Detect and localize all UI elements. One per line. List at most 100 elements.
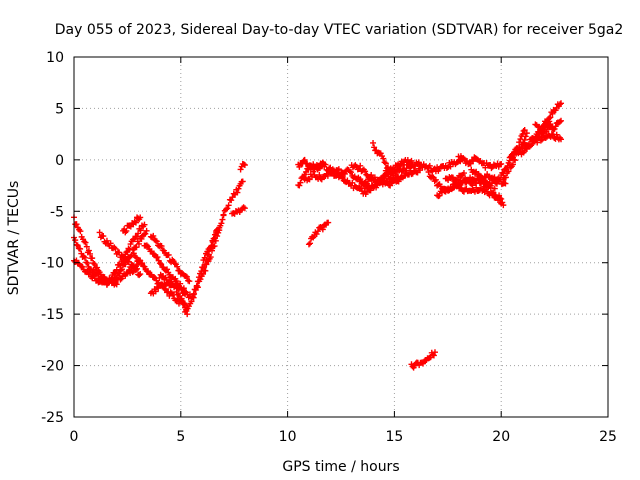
data-point — [143, 242, 150, 249]
data-point — [509, 161, 516, 168]
data-point — [297, 179, 304, 186]
gridlines — [74, 57, 608, 417]
data-point — [86, 269, 93, 276]
data-point — [81, 254, 88, 261]
data-point — [304, 160, 311, 167]
data-point — [230, 190, 237, 197]
data-point — [558, 136, 565, 143]
data-point — [512, 157, 519, 164]
data-point — [316, 171, 323, 178]
data-point — [458, 185, 465, 192]
data-point — [130, 250, 137, 257]
y-tick-label: -20 — [41, 359, 64, 375]
data-point — [96, 229, 103, 236]
data-point — [193, 282, 200, 289]
data-point — [107, 277, 114, 284]
data-point — [310, 168, 317, 175]
data-point — [138, 235, 145, 242]
data-point — [188, 298, 195, 305]
data-point — [85, 247, 92, 254]
data-point — [491, 185, 498, 192]
data-point — [543, 121, 550, 128]
data-point — [357, 176, 364, 183]
data-point — [123, 249, 130, 256]
data-point — [205, 251, 212, 258]
data-point — [491, 174, 498, 181]
data-point — [150, 274, 157, 281]
data-point — [172, 283, 179, 290]
data-point — [237, 166, 244, 173]
data-point — [519, 131, 526, 138]
data-point — [546, 115, 553, 122]
data-point — [432, 176, 439, 183]
data-point — [348, 169, 355, 176]
data-point — [83, 259, 90, 266]
data-point — [84, 260, 91, 267]
data-point — [137, 271, 144, 278]
data-point — [521, 127, 528, 134]
data-point — [139, 260, 146, 267]
data-point — [103, 237, 110, 244]
data-point — [547, 114, 554, 121]
data-point — [216, 224, 223, 231]
data-point — [134, 265, 141, 272]
axis-ticks — [73, 56, 609, 418]
data-point — [155, 285, 162, 292]
data-point — [77, 228, 84, 235]
data-point — [234, 189, 241, 196]
data-point — [82, 239, 89, 246]
data-point — [240, 204, 247, 211]
data-point — [362, 168, 369, 175]
y-axis-tick-labels: -25 -20 -15 -10 -5 0 5 10 — [41, 50, 64, 426]
x-axis-tick-labels: 0 5 10 15 20 25 — [70, 429, 617, 445]
data-point — [382, 160, 389, 167]
data-point — [166, 277, 173, 284]
data-point — [228, 197, 235, 204]
data-point — [198, 268, 205, 275]
data-point — [177, 296, 184, 303]
data-point — [150, 232, 157, 239]
data-point — [219, 216, 226, 223]
data-point — [296, 182, 303, 189]
data-point — [313, 231, 320, 238]
data-point — [91, 261, 98, 268]
data-point — [89, 255, 96, 262]
data-point — [523, 130, 530, 137]
data-point — [429, 173, 436, 180]
data-point — [558, 117, 565, 124]
data-point — [81, 238, 88, 245]
data-point — [214, 227, 221, 234]
data-point — [387, 182, 394, 189]
data-point — [137, 227, 144, 234]
data-point — [182, 273, 189, 280]
data-point — [224, 205, 231, 212]
data-point — [311, 165, 318, 172]
data-point — [129, 269, 136, 276]
data-point — [241, 162, 248, 168]
data-point — [186, 278, 193, 285]
data-point — [79, 263, 86, 270]
data-point — [153, 238, 160, 245]
data-point — [240, 161, 247, 168]
data-point — [398, 168, 405, 175]
data-point — [338, 173, 345, 180]
data-point — [145, 268, 152, 275]
x-axis-label: GPS time / hours — [282, 459, 399, 475]
data-point — [195, 274, 202, 281]
data-point — [178, 286, 185, 293]
y-tick-label: -25 — [41, 410, 64, 426]
data-point — [296, 163, 303, 170]
data-point — [410, 163, 417, 170]
data-point — [220, 211, 227, 218]
data-point — [522, 133, 529, 140]
data-point — [182, 308, 189, 315]
data-point — [314, 228, 321, 235]
data-point — [498, 160, 505, 167]
data-point — [171, 260, 178, 267]
y-tick-label: -10 — [41, 256, 64, 272]
data-point — [152, 288, 159, 295]
data-point — [201, 254, 208, 261]
data-point — [178, 295, 185, 302]
data-point — [72, 237, 79, 244]
